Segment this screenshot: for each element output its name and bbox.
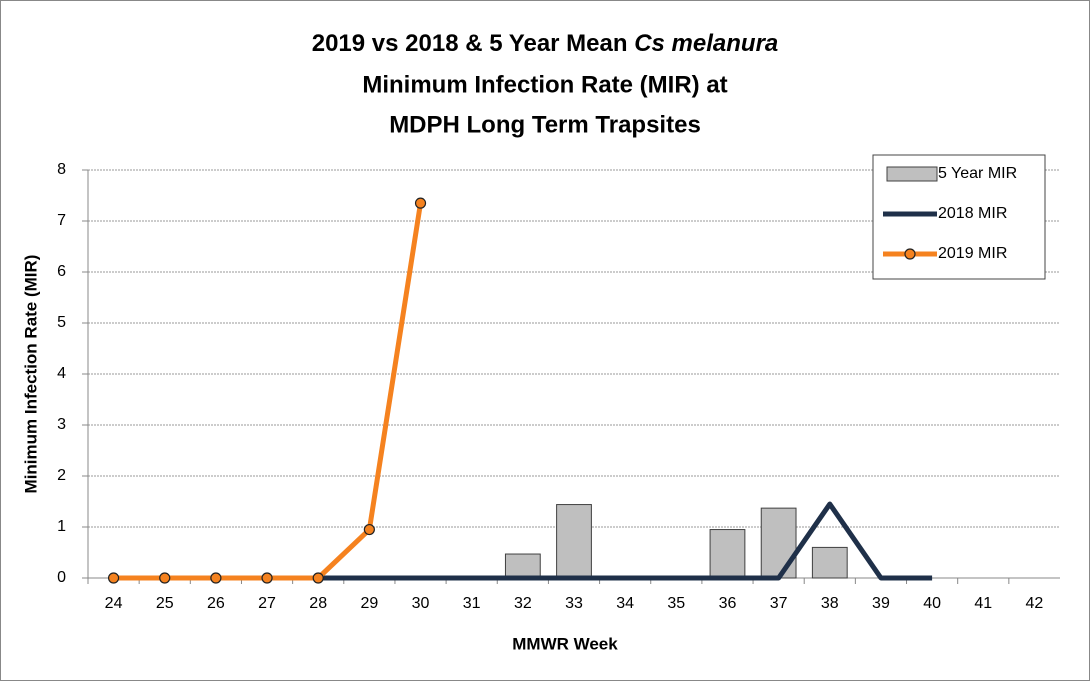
- legend-label: 5 Year MIR: [938, 165, 1017, 182]
- x-tick-label: 26: [207, 595, 225, 612]
- marker: [363, 523, 375, 536]
- chart-title: Minimum Infection Rate (MIR) at: [362, 71, 727, 98]
- chart-title: MDPH Long Term Trapsites: [389, 111, 701, 138]
- x-tick-label: 24: [105, 595, 123, 612]
- title-part: 2019 vs 2018 & 5 Year Mean: [312, 30, 628, 57]
- x-tick-label: 37: [770, 595, 788, 612]
- x-tick-label: 25: [156, 595, 174, 612]
- marker: [210, 572, 222, 584]
- y-tick-label: 3: [57, 416, 66, 433]
- y-tick-label: 4: [57, 365, 66, 382]
- legend-marker: [904, 248, 916, 260]
- x-tick-label: 38: [821, 595, 839, 612]
- legend-label: 2018 MIR: [938, 205, 1007, 222]
- marker: [414, 197, 427, 209]
- y-tick-label: 0: [57, 569, 66, 586]
- marker: [261, 572, 273, 584]
- x-tick-label: 34: [616, 595, 634, 612]
- chart-title: 2019 vs 2018 & 5 Year Mean Cs melanura: [312, 30, 779, 57]
- x-tick-label: 33: [565, 595, 583, 612]
- bar: [760, 507, 797, 579]
- x-tick-label: 40: [923, 595, 941, 612]
- x-tick-label: 29: [360, 595, 378, 612]
- legend-label: 2019 MIR: [938, 245, 1007, 262]
- x-tick-label: 28: [309, 595, 327, 612]
- marker: [107, 572, 120, 584]
- y-tick-label: 2: [57, 467, 66, 484]
- marker: [312, 572, 324, 584]
- bar: [811, 546, 848, 579]
- x-tick-label: 32: [514, 595, 532, 612]
- y-tick-label: 8: [57, 161, 66, 178]
- x-tick-label: 36: [719, 595, 737, 612]
- marker: [159, 572, 171, 584]
- bar: [556, 504, 592, 579]
- x-axis-title: MMWR Week: [512, 634, 618, 653]
- x-tick-label: 39: [872, 595, 890, 612]
- x-tick-label: 35: [667, 595, 685, 612]
- legend-swatch: [886, 166, 938, 182]
- x-tick-label: 31: [463, 595, 481, 612]
- y-tick-label: 7: [57, 212, 66, 229]
- y-tick-label: 5: [57, 314, 66, 331]
- y-tick-label: 1: [57, 518, 66, 535]
- y-axis-title: Minimum Infection Rate (MIR): [21, 255, 40, 494]
- x-tick-label: 27: [258, 595, 276, 612]
- x-tick-label: 30: [412, 595, 430, 612]
- x-tick-label: 41: [974, 595, 992, 612]
- bar: [504, 553, 541, 579]
- bar: [709, 529, 746, 579]
- title-part: Cs melanura: [634, 30, 778, 57]
- y-tick-label: 6: [57, 263, 66, 280]
- x-tick-label: 42: [1026, 595, 1044, 612]
